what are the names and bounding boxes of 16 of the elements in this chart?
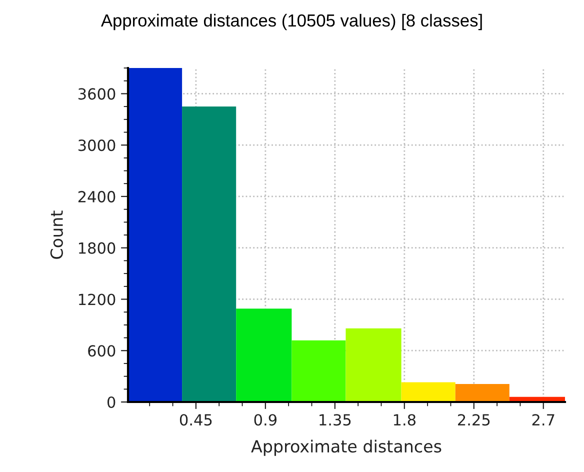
y-tick-label: 3600 [78,88,116,100]
y-tick-label: 600 [88,345,116,357]
x-tick-label: 0.45 [180,414,212,426]
y-tick-label: 3000 [78,140,116,152]
y-tick-label: 2400 [78,190,116,202]
x-tick-label: 2.25 [458,414,490,426]
x-tick-label: 2.7 [532,414,554,426]
y-axis-title: Count [50,210,63,259]
y-tick-label: 0 [107,396,116,408]
y-tick-label: 1200 [78,294,116,306]
x-tick-label: 1.8 [394,414,416,426]
x-tick-label: 1.35 [320,414,351,426]
chart-title: Approximate distances (10505 values) [8 classes] [100,14,482,30]
x-axis-title: Approximate distances [251,440,442,456]
x-tick-label: 0.9 [254,414,277,426]
y-tick-label: 1800 [78,242,116,254]
